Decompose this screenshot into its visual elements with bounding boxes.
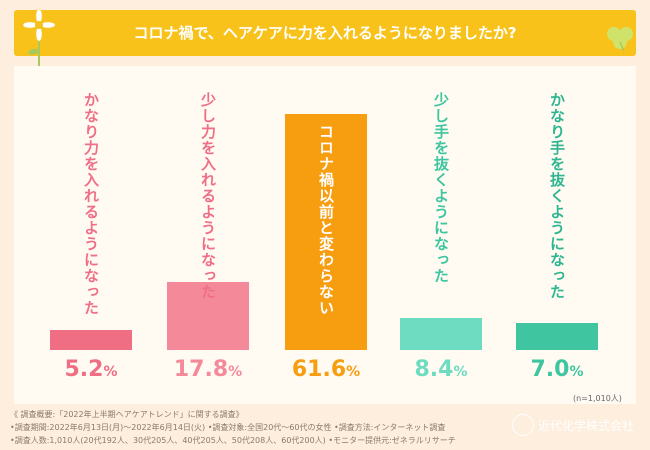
bar-4 [400,317,482,350]
value-unit-1: % [103,364,118,380]
value-unit-4: % [453,364,468,380]
survey-note-3: •調査人数:1,010人(20代192人、30代205人、40代205人、50代… [10,436,456,445]
company-name: 近代化学株式会社 [538,418,635,433]
category-label-3: コロナ禍以前と変わらない [317,124,335,316]
value-label-2: 17.8% [153,357,263,382]
survey-note-1: 《 調査概要:「2022年上半期ヘアケアトレンド」に関する調査》 [10,410,244,419]
value-unit-3: % [346,364,361,380]
value-number-4: 8.4 [414,357,454,382]
value-label-4: 8.4% [386,357,496,382]
value-number-5: 7.0 [530,357,570,382]
value-unit-2: % [228,364,243,380]
bar-2 [167,281,249,350]
category-label-5: かなり手を抜くようになった [548,92,566,300]
bar-3 [285,114,367,350]
category-label-4: 少し手を抜くようになった [432,92,450,284]
chart-title: コロナ禍で、ヘアケアに力を入れるようになりましたか? [133,24,517,42]
value-number-1: 5.2 [64,357,104,382]
value-number-3: 61.6 [291,357,347,382]
company-logo: 近代化学株式会社 [512,414,634,436]
title-bar: コロナ禍で、ヘアケアに力を入れるようになりましたか? [14,10,636,56]
value-label-1: 5.2% [36,357,146,382]
company-logo-icon [512,414,534,436]
clover-decoration-icon [607,27,633,52]
bar-5 [516,323,598,350]
value-label-5: 7.0% [502,357,612,382]
category-label-2: 少し力を入れるようになった [199,92,217,300]
sample-size-label: (n=1,010人) [573,394,622,403]
flower-decoration-icon [22,8,56,66]
bar-1 [50,330,132,350]
value-unit-5: % [569,364,584,380]
value-label-3: 61.6% [271,357,381,382]
value-number-2: 17.8 [173,357,229,382]
survey-note-2: •調査期間:2022年6月13日(月)〜2022年6月14日(火) •調査対象:… [10,423,446,432]
category-label-1: かなり力を入れるようになった [82,92,100,316]
